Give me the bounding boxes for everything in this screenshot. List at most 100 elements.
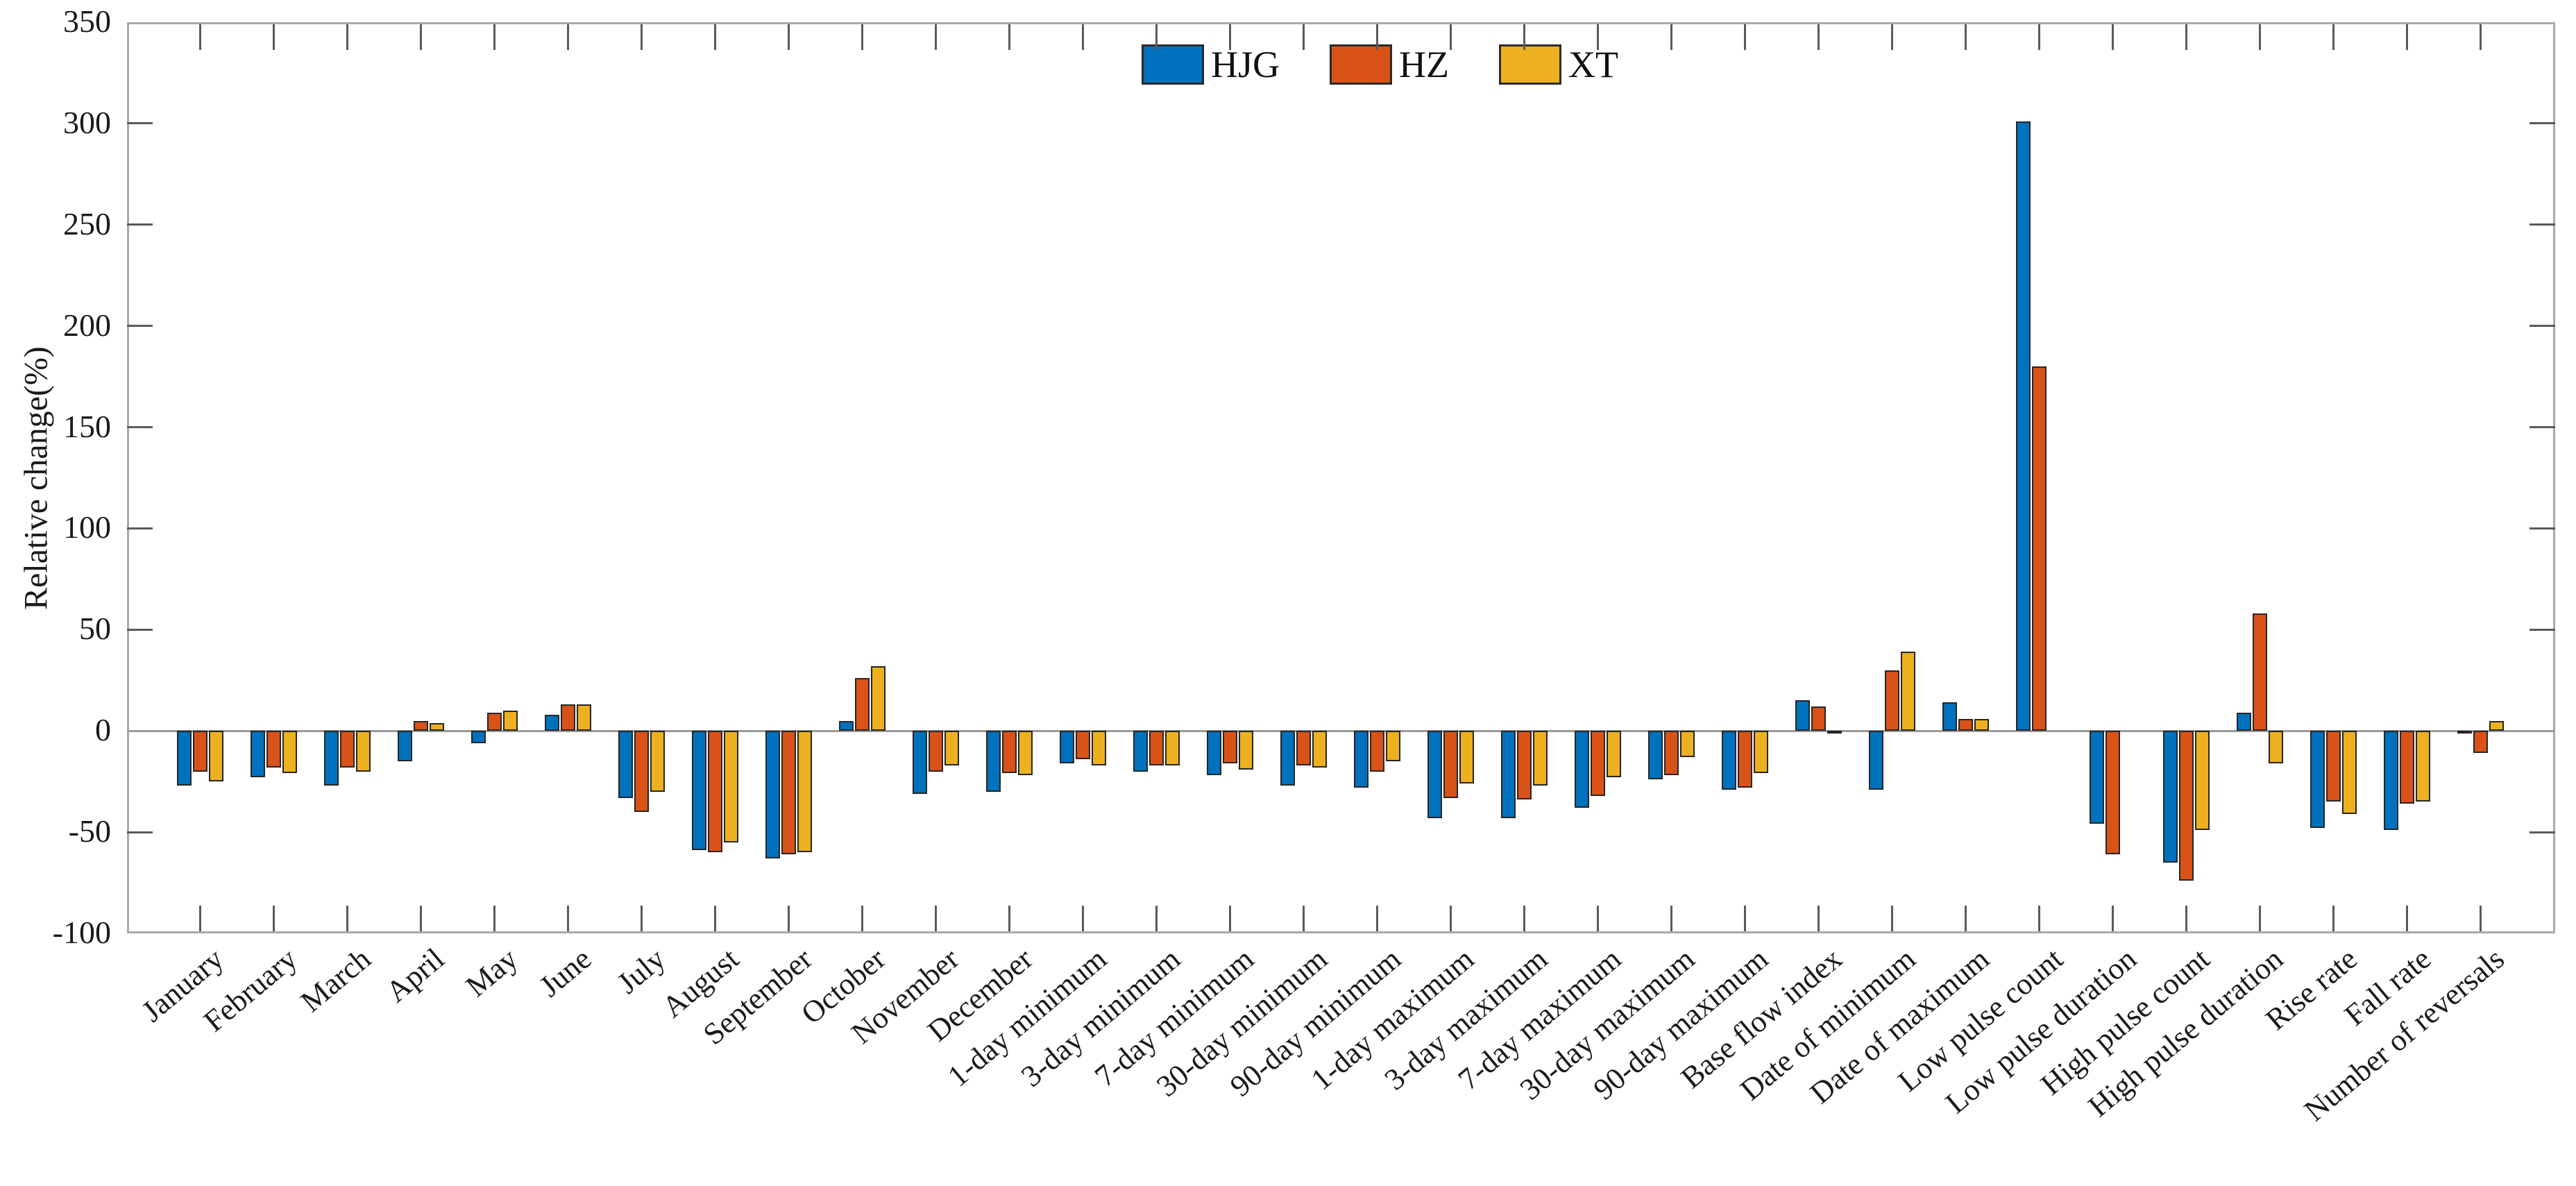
legend-label-hz: HZ bbox=[1399, 44, 1449, 85]
x-tick-top bbox=[1596, 24, 1599, 50]
bar-hz-17 bbox=[1370, 731, 1384, 772]
x-tick-bottom bbox=[1155, 906, 1158, 931]
bar-xt-30 bbox=[2342, 731, 2357, 814]
x-tick-top bbox=[346, 24, 348, 50]
bar-hjg-20 bbox=[1575, 731, 1589, 808]
bar-hz-9 bbox=[781, 731, 796, 855]
x-tick-top bbox=[934, 24, 937, 50]
x-tick-bottom bbox=[1596, 906, 1599, 931]
bar-hz-12 bbox=[1002, 731, 1017, 774]
y-tick-label: 350 bbox=[63, 3, 111, 39]
x-tick-bottom bbox=[787, 906, 790, 931]
bar-xt-16 bbox=[1312, 731, 1327, 768]
x-tick-top bbox=[419, 24, 422, 50]
bar-xt-31 bbox=[2416, 731, 2430, 802]
x-tick-top bbox=[1670, 24, 1672, 50]
y-tick-label: -100 bbox=[52, 915, 111, 950]
bar-xt-6 bbox=[577, 704, 591, 731]
y-tick-label: 50 bbox=[79, 611, 111, 647]
bar-hjg-18 bbox=[1427, 731, 1442, 818]
bar-hjg-32 bbox=[2457, 731, 2472, 734]
x-tick-top bbox=[566, 24, 569, 50]
bar-hz-20 bbox=[1591, 731, 1605, 796]
bar-hjg-31 bbox=[2384, 731, 2398, 831]
x-tick-top bbox=[640, 24, 643, 50]
bar-hz-8 bbox=[708, 731, 722, 853]
y-tick-left bbox=[127, 223, 153, 226]
x-tick-bottom bbox=[1008, 906, 1010, 931]
x-tick-top bbox=[1008, 24, 1010, 50]
x-tick-bottom bbox=[566, 906, 569, 931]
bar-xt-3 bbox=[356, 731, 371, 772]
plot-area bbox=[127, 22, 2555, 933]
bar-xt-5 bbox=[503, 711, 518, 731]
bar-xt-12 bbox=[1018, 731, 1033, 776]
bar-xt-13 bbox=[1092, 731, 1106, 765]
bar-hz-13 bbox=[1076, 731, 1090, 760]
x-tick-bottom bbox=[2405, 906, 2408, 931]
x-tick-bottom bbox=[1228, 906, 1231, 931]
legend-label-xt: XT bbox=[1568, 44, 1618, 85]
x-tick-top bbox=[2037, 24, 2040, 50]
x-tick-top bbox=[2405, 24, 2408, 50]
y-tick-left bbox=[127, 527, 153, 530]
bar-hjg-12 bbox=[986, 731, 1001, 792]
bar-hz-1 bbox=[193, 731, 207, 772]
x-tick-top bbox=[1302, 24, 1305, 50]
bar-hjg-7 bbox=[618, 731, 633, 798]
bar-xt-14 bbox=[1165, 731, 1180, 765]
x-tick-top bbox=[1449, 24, 1452, 50]
bar-hz-30 bbox=[2326, 731, 2341, 802]
bar-hjg-15 bbox=[1207, 731, 1221, 776]
bar-xt-32 bbox=[2489, 720, 2504, 731]
bar-xt-2 bbox=[282, 731, 297, 774]
bar-xt-1 bbox=[209, 731, 223, 782]
bar-hjg-16 bbox=[1280, 731, 1295, 786]
x-tick-bottom bbox=[1743, 906, 1746, 931]
x-tick-bottom bbox=[2111, 906, 2114, 931]
y-tick-label: 150 bbox=[63, 408, 111, 444]
y-tick-right bbox=[2530, 122, 2555, 125]
bar-hz-15 bbox=[1223, 731, 1237, 763]
bar-hjg-14 bbox=[1133, 731, 1148, 772]
x-tick-top bbox=[272, 24, 275, 50]
bar-hjg-5 bbox=[471, 731, 486, 743]
bar-xt-22 bbox=[1754, 731, 1768, 774]
bar-hjg-6 bbox=[545, 714, 559, 731]
bar-hz-26 bbox=[2032, 366, 2047, 731]
legend-swatch-hjg bbox=[1142, 44, 1204, 85]
x-tick-bottom bbox=[1523, 906, 1525, 931]
x-tick-bottom bbox=[713, 906, 716, 931]
bar-xt-19 bbox=[1533, 731, 1548, 786]
bar-xt-9 bbox=[797, 731, 812, 853]
x-tick-top bbox=[198, 24, 201, 50]
bar-hjg-30 bbox=[2310, 731, 2325, 829]
bar-hjg-11 bbox=[913, 731, 927, 794]
bar-hz-2 bbox=[266, 731, 281, 768]
y-tick-right bbox=[2530, 527, 2555, 530]
x-tick-top bbox=[713, 24, 716, 50]
x-tick-bottom bbox=[2479, 906, 2482, 931]
legend-swatch-hz bbox=[1330, 44, 1393, 85]
bar-hjg-13 bbox=[1060, 731, 1074, 763]
bar-xt-8 bbox=[724, 731, 738, 842]
x-tick-label: March bbox=[294, 941, 378, 1019]
y-tick-left bbox=[127, 122, 153, 125]
x-tick-top bbox=[493, 24, 495, 50]
bar-xt-24 bbox=[1901, 652, 1915, 731]
x-tick-top bbox=[1817, 24, 1820, 50]
bar-hz-14 bbox=[1149, 731, 1164, 765]
bar-xt-7 bbox=[650, 731, 665, 792]
bar-hz-31 bbox=[2400, 731, 2414, 804]
bar-hz-11 bbox=[929, 731, 943, 772]
bar-hjg-1 bbox=[177, 731, 192, 786]
x-tick-top bbox=[1081, 24, 1084, 50]
bar-hz-18 bbox=[1443, 731, 1458, 798]
bar-hz-27 bbox=[2105, 731, 2120, 855]
x-tick-bottom bbox=[934, 906, 937, 931]
x-tick-bottom bbox=[1375, 906, 1378, 931]
x-tick-bottom bbox=[1964, 906, 1967, 931]
bar-hjg-26 bbox=[2016, 121, 2031, 731]
x-tick-label: July bbox=[610, 941, 672, 1001]
y-tick-label: 100 bbox=[63, 509, 111, 545]
